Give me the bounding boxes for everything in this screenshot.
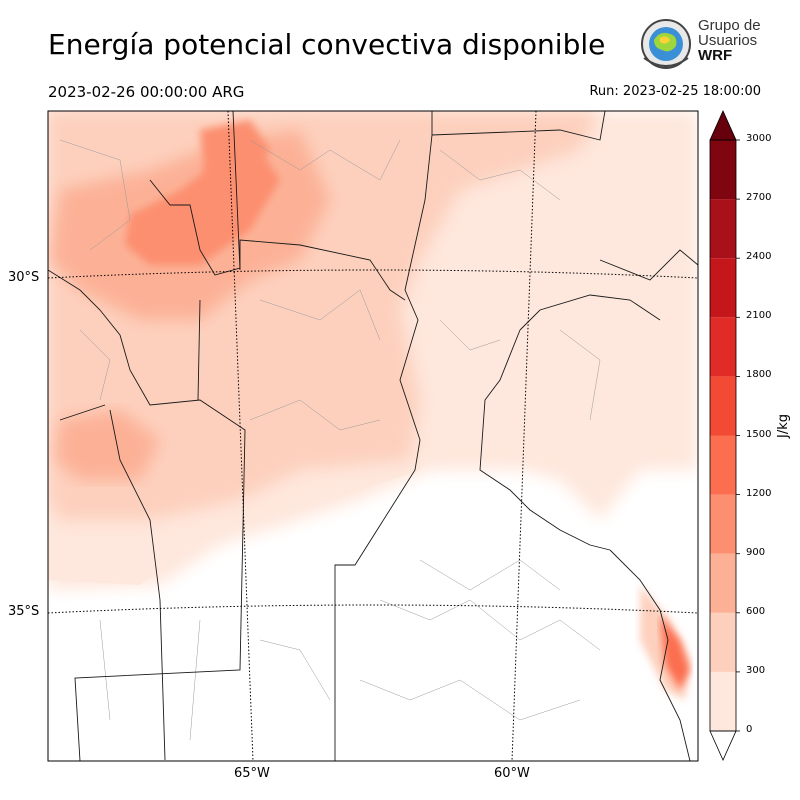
colorbar-band [710, 376, 736, 436]
colorbar-tick-label: 0 [746, 724, 753, 735]
colorbar-bands [710, 140, 736, 731]
colorbar-band [710, 671, 736, 731]
globe-icon [641, 19, 691, 69]
map-frame [47, 110, 699, 762]
lon-label-60w: 60°W [494, 766, 530, 781]
colorbar-band [710, 435, 736, 495]
colorbar-tick-label: 1200 [746, 487, 772, 499]
logo-line3: WRF [698, 47, 733, 64]
colorbar-tick-marks [736, 139, 740, 732]
logo-line2: Usuarios [698, 32, 758, 49]
colorbar-tick-label: 1500 [746, 428, 772, 440]
colorbar-min-arrow [709, 730, 737, 761]
lon-label-65w: 65°W [234, 766, 270, 781]
colorbar-tick-label: 900 [746, 546, 766, 558]
logo-line1: Grupo de [698, 17, 761, 34]
colorbar-band [710, 553, 736, 613]
colorbar-tick-label: 2700 [746, 192, 772, 204]
cape-shading [48, 111, 698, 761]
valid-time: 2023-02-26 00:00:00 ARG [48, 83, 245, 101]
colorbar-tick-label: 2400 [746, 251, 772, 263]
colorbar-tick-label: 2100 [746, 310, 772, 322]
wrf-logo: Grupo de Usuarios WRF [636, 14, 766, 76]
colorbar-max-arrow [709, 110, 737, 141]
lat-label-30s: 30°S [8, 270, 40, 285]
colorbar-tick-label: 1800 [746, 369, 772, 381]
lat-label-35s: 35°S [8, 604, 40, 619]
colorbar-band [710, 317, 736, 377]
run-time: Run: 2023-02-25 18:00:00 [589, 84, 761, 99]
colorbar-tick-label: 600 [746, 605, 766, 617]
colorbar-band [710, 140, 736, 200]
logo-text: Grupo de Usuarios WRF [698, 18, 761, 63]
colorbar-band [710, 494, 736, 554]
colorbar-band [710, 199, 736, 259]
colorbar-unit: J/kg [776, 414, 791, 438]
province-borders [48, 111, 698, 761]
colorbar-band [710, 612, 736, 672]
colorbar-band [710, 258, 736, 318]
colorbar-tick-label: 300 [746, 664, 766, 676]
colorbar-tick-label: 3000 [746, 133, 772, 144]
page-title: Energía potencial convectiva disponible [48, 28, 606, 61]
